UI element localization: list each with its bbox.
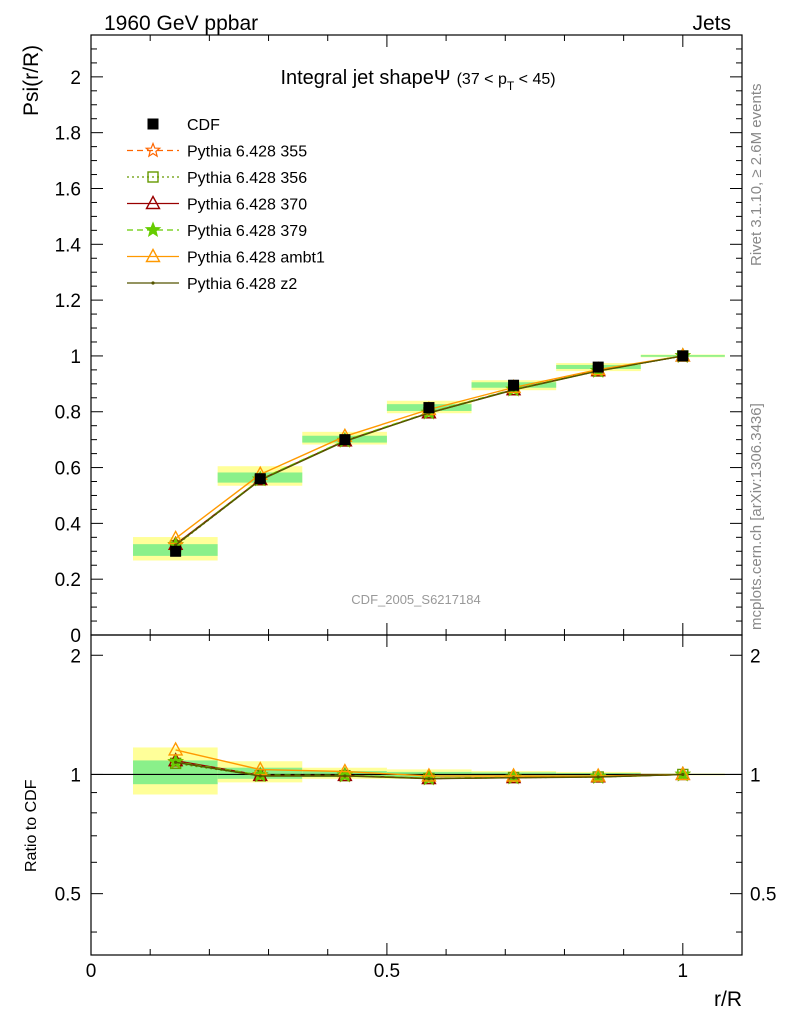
data-point [170, 545, 182, 557]
y-tick-label: 0.6 [55, 459, 81, 480]
rivet-label: Rivet 3.1.10, ≥ 2.6M events [748, 84, 765, 267]
legend-marker [144, 221, 162, 238]
x-tick-label: 1 [678, 961, 689, 982]
ratio-series-point [681, 772, 685, 777]
y-tick-label: 1.2 [55, 291, 81, 312]
legend-entry: Pythia 6.428 370 [127, 195, 307, 214]
ratio-y-tick-label-right: 1 [750, 765, 761, 786]
y-tick-label: 1.8 [55, 124, 81, 145]
ratio-y-tick-label-right: 2 [750, 646, 761, 667]
series-line [175, 355, 683, 545]
y-tick-label: 0.4 [55, 514, 82, 535]
legend-entry: Pythia 6.428 356 [127, 170, 307, 187]
data-point [254, 473, 266, 485]
legend-label: Pythia 6.428 z2 [187, 276, 297, 293]
ratio-series-point [258, 774, 262, 778]
x-tick-label: 0 [86, 961, 97, 982]
data-point [592, 361, 604, 373]
ratio-y-tick-label: 2 [70, 646, 81, 667]
data-point [508, 379, 520, 391]
legend-marker [147, 118, 159, 130]
ratio-series-point [421, 767, 437, 782]
series-line [175, 355, 683, 539]
ratio-series-point [511, 776, 516, 780]
y-tick-label: 1.6 [55, 179, 81, 200]
legend-entry: Pythia 6.428 z2 [127, 276, 297, 293]
analysis-label: CDF_2005_S6217184 [351, 592, 480, 607]
ratio-y-tick-label-right: 0.5 [750, 885, 776, 906]
y-tick-label: 2 [70, 68, 81, 89]
legend-label: Pythia 6.428 ambt1 [187, 250, 325, 267]
ratio-series-point [427, 777, 431, 781]
x-axis-label: r/R [714, 988, 742, 1011]
series-point [167, 529, 184, 545]
main-panel-series [167, 347, 692, 557]
legend-entry: CDF [147, 117, 220, 134]
ratio-series-point [675, 765, 691, 781]
legend-entry: Pythia 6.428 379 [127, 221, 307, 240]
header-left: 1960 GeV ppbar [104, 12, 258, 35]
legend-entry: Pythia 6.428 ambt1 [127, 248, 325, 267]
legend-label: Pythia 6.428 355 [187, 144, 307, 161]
ratio-y-axis-label: Ratio to CDF [23, 779, 40, 872]
legend-label: Pythia 6.428 356 [187, 170, 307, 187]
chart-title: Integral jet shapeΨ (37 < pT < 45) [280, 67, 555, 93]
y-tick-label: 0.8 [55, 403, 81, 424]
series-line [175, 355, 683, 547]
data-point [423, 402, 435, 414]
y-tick-label: 0.2 [55, 570, 81, 591]
ratio-panel-series [167, 741, 692, 786]
y-tick-label: 1.4 [55, 235, 82, 256]
legend-marker [145, 248, 161, 263]
ratio-panel-frame: 0.5 0.5 1 1 2 2 0 0.5 1 [55, 634, 776, 982]
series-line [175, 355, 683, 546]
legend-entry: Pythia 6.428 355 [127, 141, 307, 161]
series-line [175, 355, 683, 546]
x-tick-label: 0.5 [374, 961, 400, 982]
legend-marker [151, 281, 155, 285]
ratio-series-point [505, 767, 522, 782]
legend: CDF Pythia 6.428 355 Pythia 6.428 356 Pythi… [127, 117, 325, 293]
legend-marker [144, 141, 162, 158]
series-line [175, 355, 683, 546]
ratio-series-point [596, 775, 600, 779]
ratio-y-tick-label: 1 [70, 765, 81, 786]
header-right: Jets [692, 12, 731, 35]
ratio-series-point [343, 774, 347, 778]
legend-label: Pythia 6.428 379 [187, 223, 307, 240]
legend-marker [147, 171, 159, 183]
data-point [339, 434, 351, 446]
ratio-series-point [590, 767, 606, 782]
data-point [677, 350, 689, 362]
y-axis-label: Psi(r/R) [20, 45, 43, 116]
plot-frame [90, 634, 743, 956]
legend-label: CDF [187, 117, 220, 134]
main-panel-bands [133, 354, 725, 561]
legend-marker [145, 195, 161, 210]
mcplots-label: mcplots.cern.ch [arXiv:1306.3436] [748, 403, 765, 630]
legend-label: Pythia 6.428 370 [187, 197, 307, 214]
ratio-y-tick-label: 0.5 [55, 885, 81, 906]
ratio-series-point [174, 760, 178, 764]
y-tick-label: 1 [70, 347, 81, 368]
y-tick-label: 0 [70, 626, 81, 647]
ratio-series-point [167, 741, 184, 756]
